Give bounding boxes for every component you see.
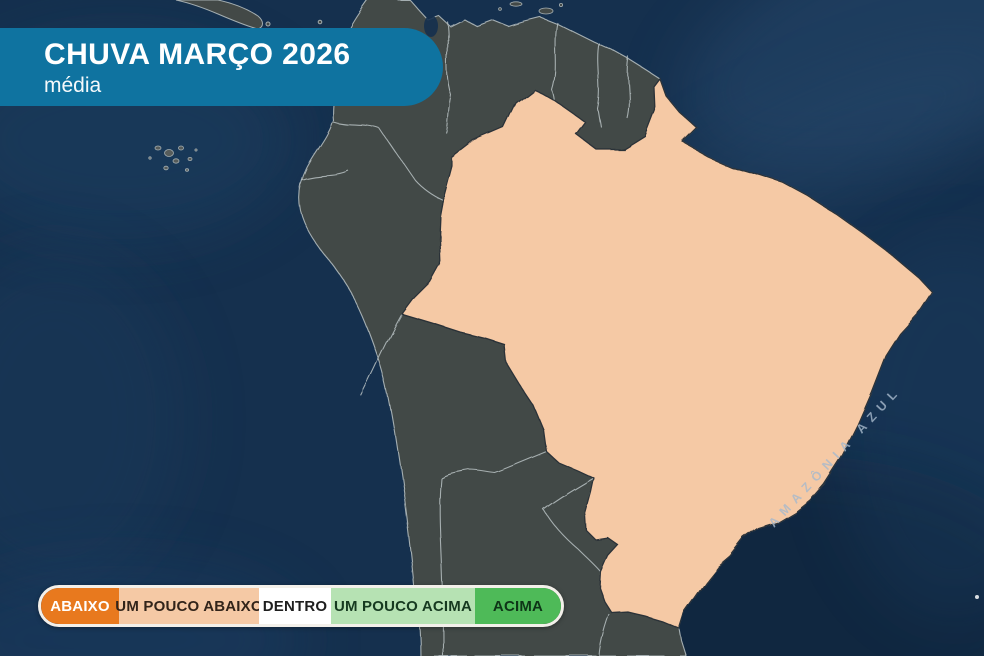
map-title: CHUVA MARÇO 2026: [44, 38, 351, 71]
title-banner: CHUVA MARÇO 2026 média: [0, 28, 443, 106]
oceanic-island: [975, 595, 979, 599]
map-subtitle: média: [44, 73, 102, 97]
country-borders: [300, 19, 630, 656]
caribbean-islands: [498, 1, 564, 15]
legend-item-dentro: DENTRO: [259, 588, 331, 624]
legend-item-abaixo: ABAIXO: [41, 588, 119, 624]
legend-item-um-pouco-abaixo: UM POUCO ABAIXO: [115, 588, 263, 624]
central-america: [175, 0, 323, 30]
galapagos-islands: [148, 145, 198, 172]
lake-maracaibo: [424, 15, 438, 37]
legend-item-acima: ACIMA: [475, 588, 561, 624]
legend-item-um-pouco-acima: UM POUCO ACIMA: [331, 588, 475, 624]
rainfall-legend: ABAIXO UM POUCO ABAIXO DENTRO UM POUCO A…: [38, 585, 564, 627]
